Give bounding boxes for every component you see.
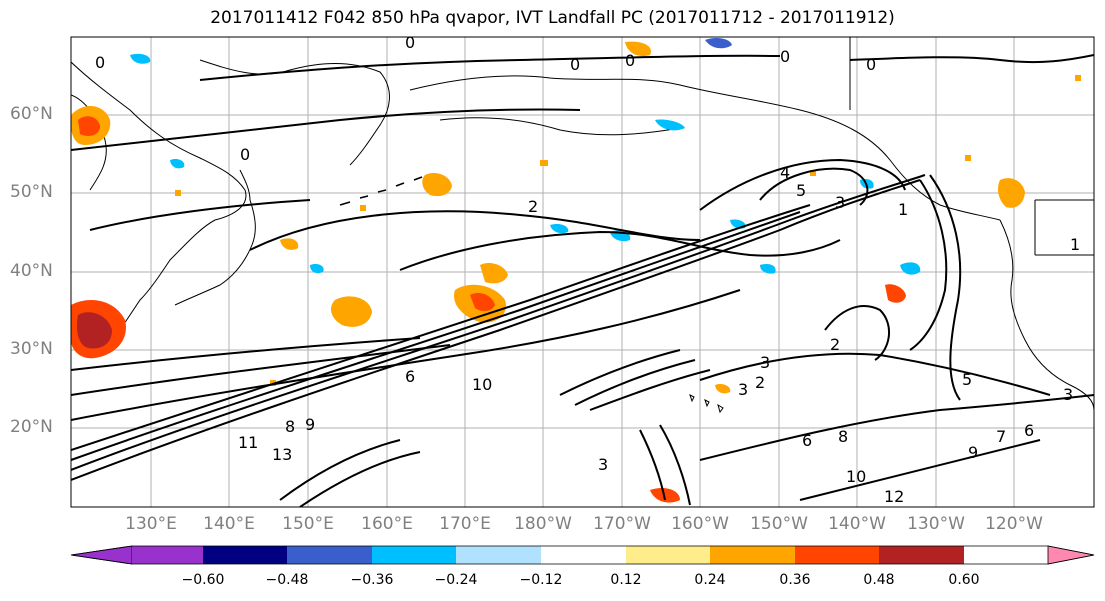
colorbar-extend-right	[1047, 545, 1095, 565]
contour-label: 9	[305, 415, 315, 434]
contour-label: 0	[405, 33, 415, 52]
contour-label: 2	[830, 335, 840, 354]
lat-label: 50°N	[10, 182, 53, 202]
contour-label: 2	[528, 197, 538, 216]
colorbar-swatch	[456, 546, 541, 564]
qvapor-positive-shading	[71, 41, 1081, 503]
contour-label: 3	[835, 193, 845, 212]
contour-label: 0	[866, 55, 876, 74]
colorbar-swatch	[372, 546, 456, 564]
colorbar-swatch	[132, 546, 203, 564]
lon-label: 160°E	[361, 514, 413, 534]
contour-label: 6	[1024, 421, 1034, 440]
lon-label: 120°W	[985, 514, 1043, 534]
contour-label: 1	[898, 200, 908, 219]
colorbar-swatch	[710, 546, 795, 564]
map-title: 2017011412 F042 850 hPa qvapor, IVT Land…	[210, 8, 895, 28]
lat-label: 60°N	[10, 104, 53, 124]
contour-label: 3	[598, 455, 608, 474]
lon-label: 130°E	[125, 514, 177, 534]
colorbar-outline	[70, 545, 1095, 565]
lon-label: 140°W	[828, 514, 886, 534]
colorbar-tick-label: 0.24	[694, 572, 726, 588]
contour-label: 8	[838, 427, 848, 446]
contour-label: 8	[285, 417, 295, 436]
contour-label: 5	[796, 181, 806, 200]
lon-label: 170°W	[593, 514, 651, 534]
lon-label: 140°E	[203, 514, 255, 534]
contour-label: 9	[968, 443, 978, 462]
contour-label: 2	[755, 373, 765, 392]
contour-label: 10	[472, 375, 492, 394]
contour-label: 3	[1063, 385, 1073, 404]
contour-label: 11	[238, 433, 258, 452]
colorbar	[70, 545, 1095, 565]
lat-label: 30°N	[10, 339, 53, 359]
lon-label: 150°E	[282, 514, 334, 534]
contour-label: 3	[738, 380, 748, 399]
colorbar-tick-label: 0.60	[948, 572, 980, 588]
colorbar-swatch	[795, 546, 879, 564]
lon-label: 150°W	[750, 514, 808, 534]
colorbar-tick-label: −0.24	[434, 572, 478, 588]
contour-labels: 0 0 0 0 0 0 0 2 3 4 5 1 2 3 3 2 5 6 10 9…	[95, 33, 1080, 506]
colorbar-tick-label: 0.48	[863, 572, 895, 588]
contour-label: 13	[272, 445, 292, 464]
colorbar-tick-label: 0.36	[779, 572, 811, 588]
lon-label: 170°E	[439, 514, 491, 534]
graticule	[71, 37, 1094, 507]
contour-label: 1	[1070, 235, 1080, 254]
contour-label: 0	[240, 145, 250, 164]
contour-label: 6	[405, 367, 415, 386]
colorbar-tick-label: −0.48	[265, 572, 309, 588]
contour-label: 4	[780, 163, 790, 182]
plot-frame	[70, 36, 1095, 508]
colorbar-tick-label: −0.60	[181, 572, 225, 588]
colorbar-extend-left	[70, 545, 133, 565]
lat-label: 20°N	[10, 417, 53, 437]
contour-label: 0	[625, 51, 635, 70]
contour-label: 5	[962, 370, 972, 389]
contour-label: 6	[802, 431, 812, 450]
coastlines	[71, 37, 1094, 414]
contour-label: 3	[760, 353, 770, 372]
lon-label: 130°W	[907, 514, 965, 534]
colorbar-swatch	[541, 546, 626, 564]
colorbar-tick-label: 0.12	[610, 572, 642, 588]
colorbar-swatch	[879, 546, 964, 564]
contour-label: 0	[95, 53, 105, 72]
ivt-contours	[71, 54, 1094, 507]
contour-label: 0	[570, 55, 580, 74]
contour-label: 0	[780, 47, 790, 66]
lat-label: 40°N	[10, 261, 53, 281]
contour-label: 7	[996, 427, 1006, 446]
contour-label: 12	[884, 487, 904, 506]
contour-label: 10	[846, 467, 866, 486]
colorbar-tick-label: −0.36	[350, 572, 394, 588]
lon-label: 180°W	[514, 514, 572, 534]
colorbar-tick-label: −0.12	[519, 572, 563, 588]
colorbar-swatch	[287, 546, 372, 564]
lon-label: 160°W	[671, 514, 729, 534]
colorbar-swatch	[203, 546, 287, 564]
colorbar-swatch	[626, 546, 710, 564]
